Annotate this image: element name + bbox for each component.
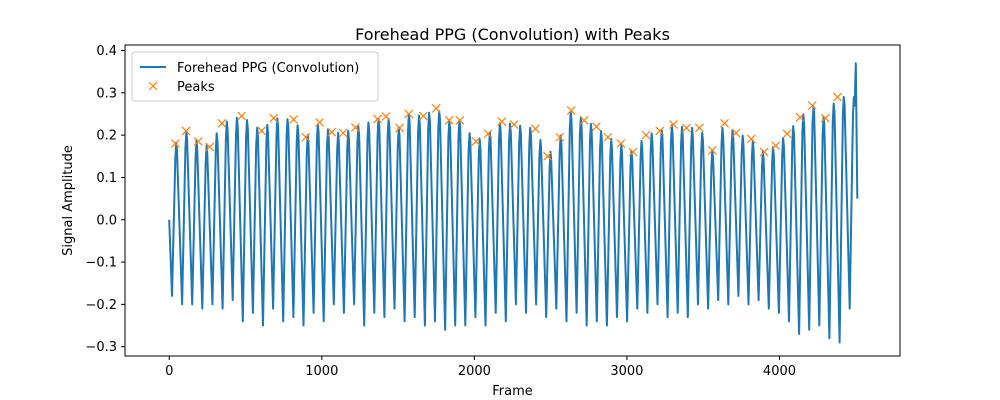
marker-layer [170,92,842,161]
peak-marker [628,147,638,157]
peak-marker [782,129,792,139]
peak-marker [455,115,465,125]
y-tick-label: 0.4 [96,44,117,59]
y-tick-label: −0.2 [85,298,117,313]
peak-marker [681,123,691,133]
peak-marker [820,113,830,123]
peak-marker [327,127,337,137]
peak-marker [731,128,741,138]
peak-marker [257,126,266,136]
y-axis-ticks: −0.3 −0.2 −0.1 0.0 0.1 0.2 0.3 0.4 [85,44,125,355]
peak-marker [509,120,519,129]
x-tick-label: 0 [165,364,173,379]
peak-marker [579,115,589,125]
peak-marker [771,141,781,151]
peak-marker [746,134,756,144]
y-tick-label: 0.0 [96,213,117,228]
peak-marker [289,115,299,124]
peak-marker [707,145,717,155]
peak-marker [237,111,247,121]
x-tick-label: 1000 [305,364,338,379]
peak-marker [759,147,769,157]
peak-marker [720,118,729,128]
y-tick-label: 0.1 [96,171,117,186]
peak-marker [807,101,817,110]
peak-marker [471,137,481,146]
peak-marker [338,128,348,138]
legend-entry-ppg: Forehead PPG (Convolution) [177,61,359,76]
x-axis-label: Frame [492,384,533,399]
peak-marker [301,132,311,142]
y-tick-label: −0.3 [85,340,117,355]
peak-marker [404,109,414,119]
series-layer [168,62,859,344]
peak-marker [418,111,428,121]
y-tick-label: 0.2 [96,129,117,144]
peak-marker [669,120,678,129]
peak-marker [530,124,540,134]
peak-marker [269,113,279,123]
peak-marker [431,104,441,113]
legend-entry-peaks: Peaks [177,80,215,95]
x-axis-ticks: 0 1000 2000 3000 4000 [165,356,796,379]
peak-marker [694,123,704,133]
x-tick-label: 4000 [763,364,796,379]
peak-marker [350,123,360,132]
peak-marker [591,122,601,132]
peak-marker [641,130,651,140]
peak-marker [181,126,191,136]
y-tick-label: 0.3 [96,86,117,101]
peak-marker [616,139,626,149]
peak-marker [170,139,180,149]
peak-marker [395,123,405,133]
peak-marker [655,126,665,136]
ppg-signal-line [168,62,859,344]
peak-marker [483,129,493,139]
legend-box [131,51,379,102]
peak-marker [373,114,382,124]
peak-marker [566,106,576,116]
legend: Forehead PPG (Convolution) Peaks [131,51,379,102]
peak-marker [217,118,227,128]
peak-marker [444,115,454,125]
legend-marker-swatch [148,81,158,91]
x-tick-label: 3000 [610,364,643,379]
peak-marker [603,132,613,142]
peak-marker [795,112,805,122]
y-tick-label: −0.1 [85,256,117,271]
peak-marker [205,142,215,152]
peak-marker [193,137,203,146]
chart-title: Forehead PPG (Convolution) with Peaks [355,25,670,44]
peak-marker [497,117,507,127]
peak-marker [833,92,842,102]
peak-marker [543,151,553,161]
y-axis-label: Signal Amplitude [61,145,76,256]
peak-marker [315,118,324,127]
peak-marker [555,132,565,142]
x-tick-label: 2000 [458,364,491,379]
peak-marker [381,112,391,121]
plot-frame [124,44,901,357]
